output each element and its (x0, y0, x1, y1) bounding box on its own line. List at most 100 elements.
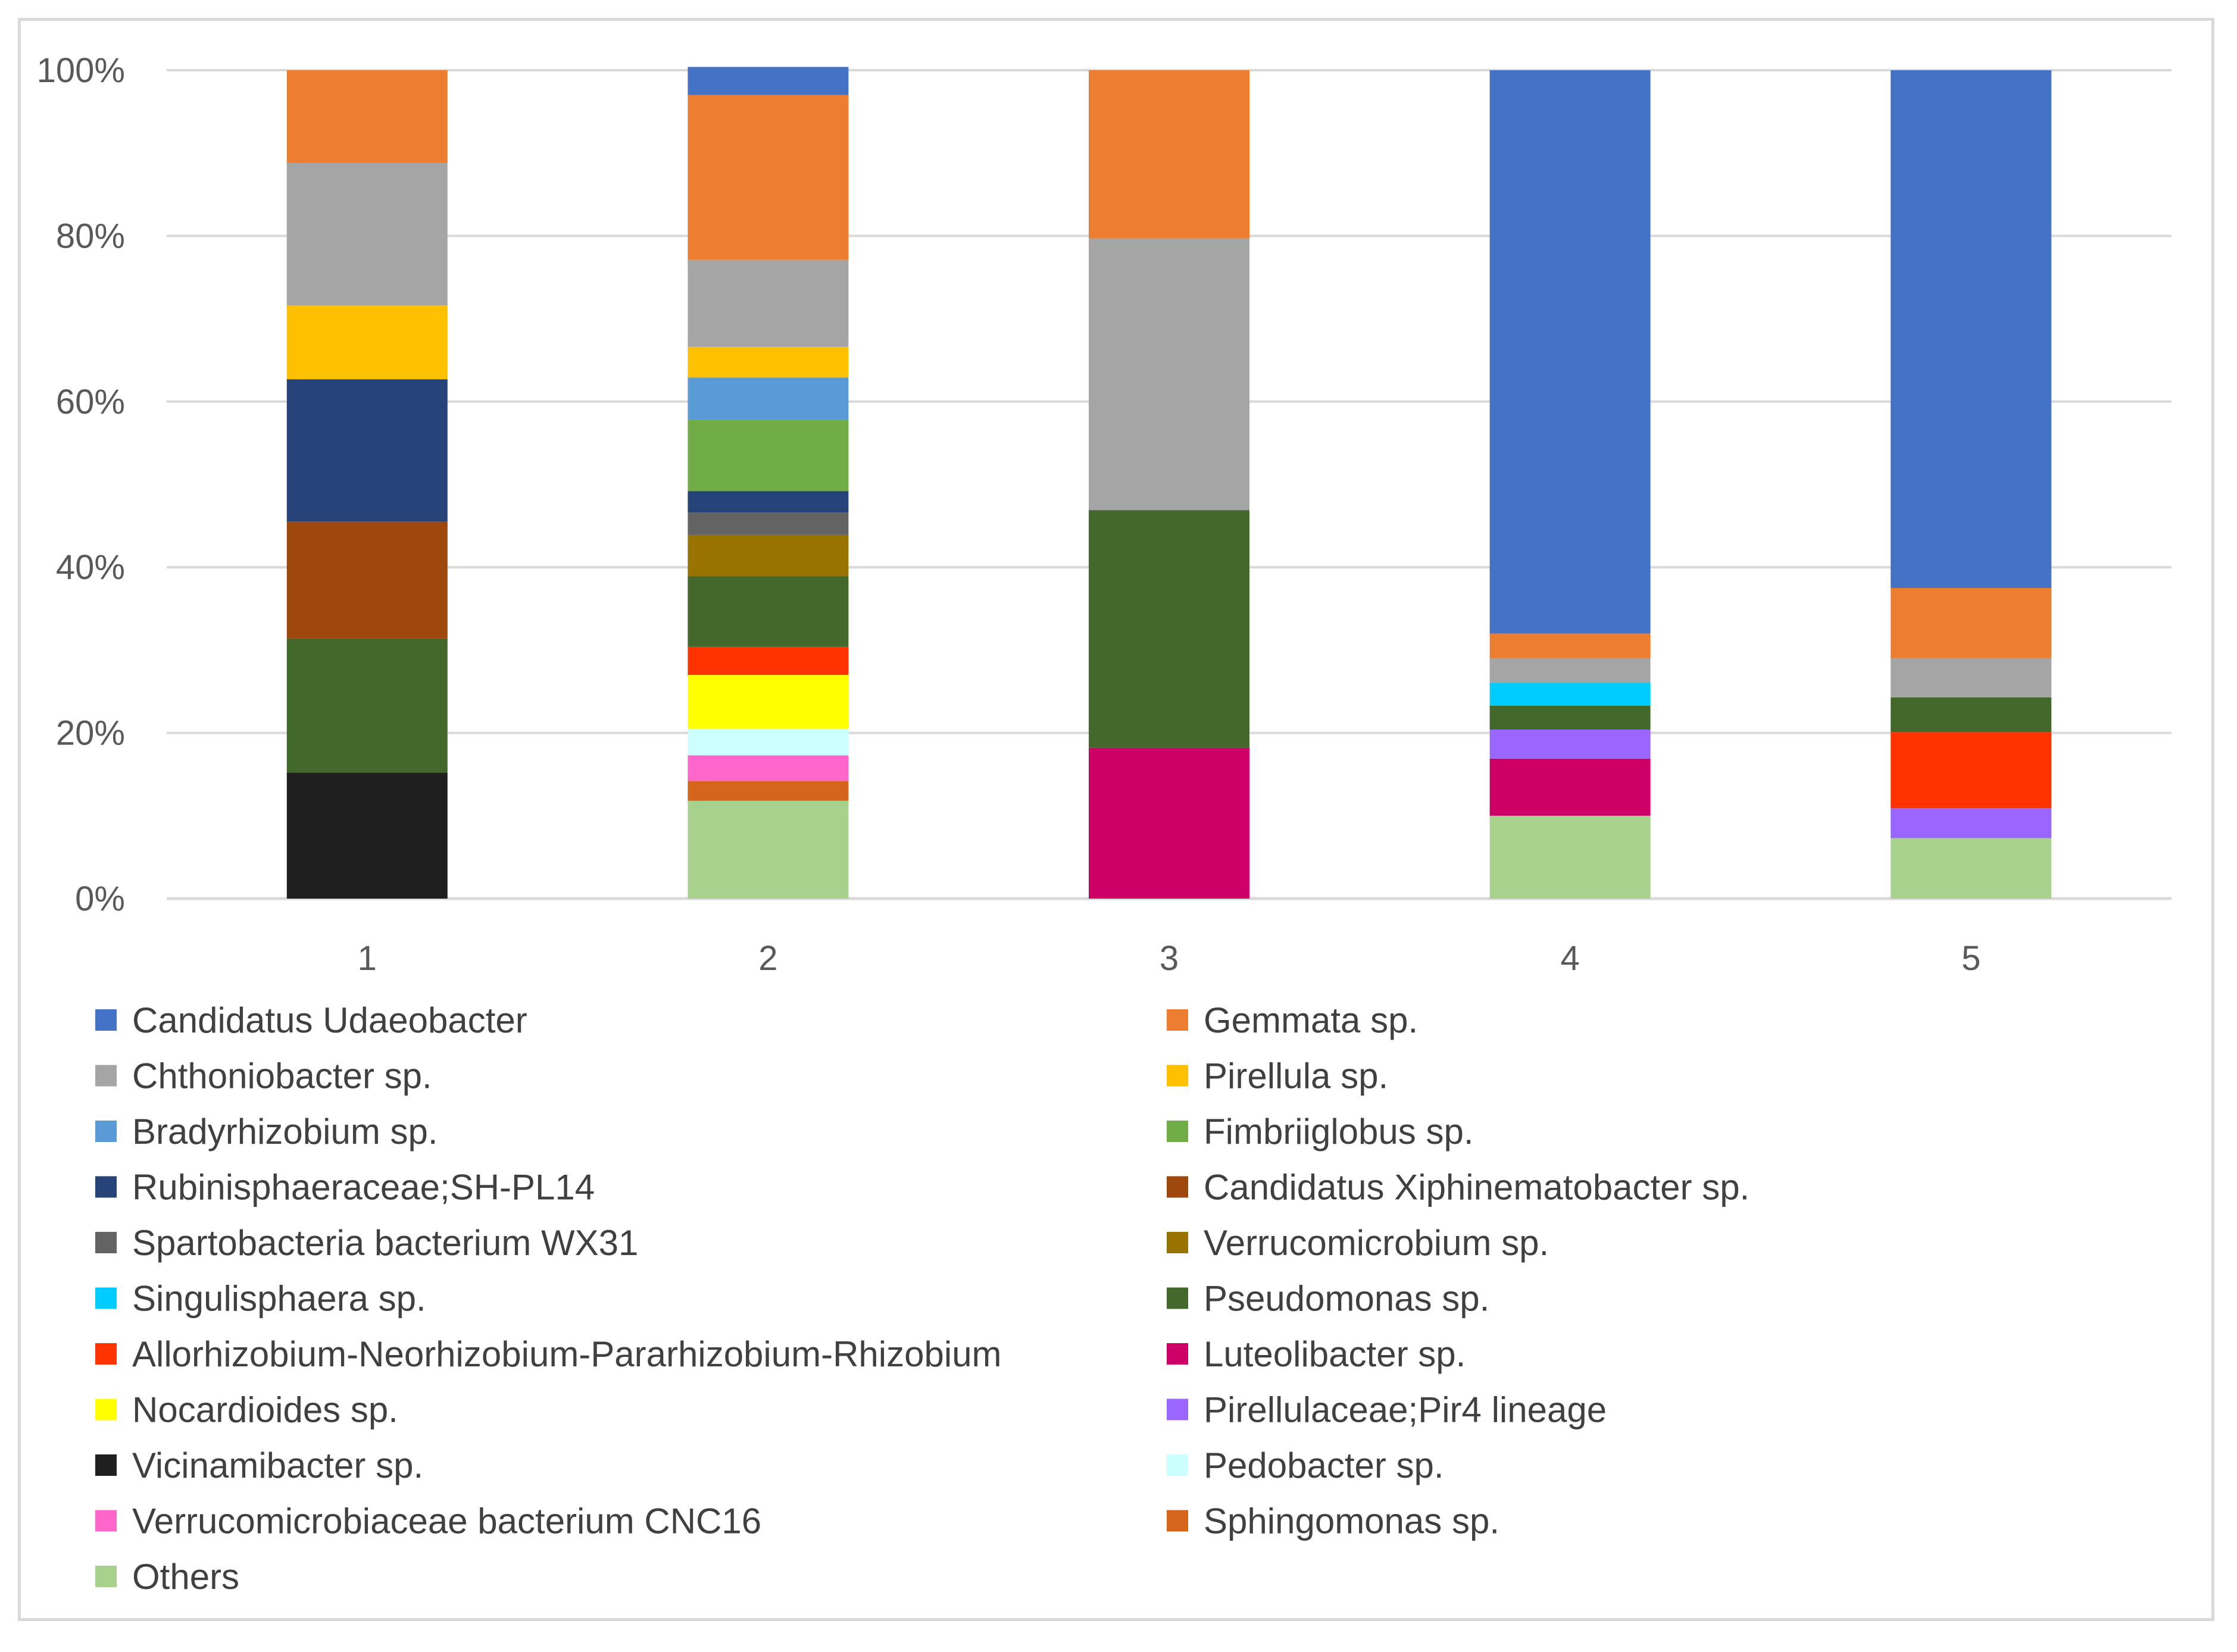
x-tick-label: 3 (1160, 939, 1179, 978)
legend-item: Pirellula sp. (1167, 1056, 1388, 1096)
legend-label: Pseudomonas sp. (1204, 1279, 1489, 1319)
bar-segment: Pirellulaceae;Pir4 lineage: 3.5 (1489, 730, 1651, 759)
bar-segment: Allorhizobium-Neorhizobium-Pararhizobium… (688, 646, 849, 675)
legend-label: Verrucomicrobium sp. (1204, 1223, 1549, 1263)
legend: Candidatus Udaeobacter Gemmata sp. Chthoni… (95, 1000, 1749, 1597)
y-tick-label: 0% (75, 880, 125, 918)
legend-swatch (95, 1287, 117, 1309)
legend-swatch (1167, 1343, 1188, 1365)
bar-segment: Pirellula sp.: 3.7 (688, 346, 849, 378)
legend-item: Gemmata sp. (1167, 1000, 1418, 1040)
bar-segment: Pseudomonas sp.: 2.9 (1489, 705, 1651, 730)
legend-item: Candidatus Udaeobacter (95, 1000, 527, 1040)
legend-label: Candidatus Xiphinematobacter sp. (1204, 1168, 1749, 1207)
legend-label: Rubinisphaeraceae;SH-PL14 (132, 1168, 595, 1207)
legend-item: Spartobacteria bacterium WX31 (95, 1223, 638, 1263)
bar-segment: Pirellula sp.: 8.9 (286, 305, 448, 380)
bar-segment: Candidatus Udaeobacter: 68 (1489, 70, 1651, 634)
legend-item: Luteolibacter sp. (1167, 1334, 1466, 1374)
legend-swatch (95, 1510, 117, 1532)
legend-item: Sphingomonas sp. (1167, 1501, 1499, 1541)
x-tick-label: 5 (1961, 939, 1980, 978)
bar-segment: Pseudomonas sp.: 8.5 (688, 576, 849, 647)
legend-swatch (1167, 1454, 1188, 1476)
bar-segment: Others: 7.3 (1891, 838, 2052, 899)
legend-label: Sphingomonas sp. (1204, 1501, 1499, 1541)
bar-segment: Verrucomicrobiaceae bacterium CNC16: 3.1 (688, 755, 849, 781)
bar-segment: Chthoniobacter sp.: 10.5 (688, 259, 849, 347)
legend-item: Others (95, 1557, 239, 1597)
legend-item: Bradyrhizobium sp. (95, 1112, 438, 1152)
bar-segment: Candidatus Xiphinematobacter sp.: 14.1 (286, 521, 448, 639)
legend-swatch (1167, 1232, 1188, 1253)
bar-segment: Verrucomicrobium sp.: 5 (688, 534, 849, 577)
bar-segment: Gemmata sp.: 3 (1489, 633, 1651, 659)
bar-segment: Fimbriiglobus sp.: 8.6 (688, 420, 849, 492)
bar-stack-2: Others: 11.8Sphingomonas sp.: 2.4Verruco… (688, 67, 849, 899)
bar-segment: Spartobacteria bacterium WX31: 2.7 (688, 512, 849, 535)
bar-segment: Candidatus Udaeobacter: 62.5 (1891, 70, 2052, 588)
bar-segment: Pedobacter sp.: 3.2 (688, 728, 849, 756)
bar-segment: Candidatus Udaeobacter: 3.4 (688, 67, 849, 95)
legend-swatch (1167, 1065, 1188, 1087)
legend-label: Luteolibacter sp. (1204, 1334, 1466, 1374)
legend-item: Nocardioides sp. (95, 1390, 398, 1430)
legend-label: Others (132, 1557, 239, 1597)
bar-stack-4: Others: 10Luteolibacter sp.: 6.9Pirellul… (1489, 70, 1651, 899)
legend-item: Pirellulaceae;Pir4 lineage (1167, 1390, 1607, 1430)
legend-swatch (1167, 1510, 1188, 1532)
legend-item: Chthoniobacter sp. (95, 1056, 432, 1096)
legend-swatch (95, 1454, 117, 1476)
legend-label: Allorhizobium-Neorhizobium-Pararhizobium… (132, 1334, 1002, 1374)
bar-segment: Luteolibacter sp.: 18.2 (1089, 747, 1249, 899)
legend-item: Singulisphaera sp. (95, 1279, 426, 1319)
bar-segment: Vicinamibacter sp.: 15.2 (286, 772, 448, 899)
legend-swatch (1167, 1287, 1188, 1309)
legend-label: Verrucomicrobiaceae bacterium CNC16 (132, 1501, 761, 1541)
y-tick-label: 40% (56, 548, 125, 587)
legend-item: Allorhizobium-Neorhizobium-Pararhizobium… (95, 1334, 1002, 1374)
legend-swatch (95, 1009, 117, 1031)
bar-segment: Allorhizobium-Neorhizobium-Pararhizobium… (1891, 732, 2052, 809)
x-tick-label: 2 (758, 939, 777, 978)
gridlines (167, 69, 2172, 900)
bar-stack-3: Luteolibacter sp.: 18.2Pseudomonas sp.: … (1089, 70, 1249, 899)
legend-swatch (1167, 1121, 1188, 1142)
legend-label: Fimbriiglobus sp. (1204, 1112, 1474, 1152)
legend-item: Verrucomicrobium sp. (1167, 1223, 1549, 1263)
legend-swatch (95, 1176, 117, 1198)
y-axis-tick-labels: 0% 20% 40% 60% 80% 100% (37, 51, 125, 918)
legend-label: Candidatus Udaeobacter (132, 1000, 527, 1040)
bar-stack-5: Others: 7.3Pirellulaceae;Pir4 lineage: 3… (1891, 70, 2052, 899)
bar-segment: Gemmata sp.: 8.5 (1891, 588, 2052, 659)
legend-item: Verrucomicrobiaceae bacterium CNC16 (95, 1501, 761, 1541)
x-tick-label: 1 (358, 939, 377, 978)
legend-swatch (1167, 1398, 1188, 1421)
legend-swatch (95, 1121, 117, 1142)
y-tick-label: 20% (56, 714, 125, 753)
bar-segment: Bradyrhizobium sp.: 5.1 (688, 377, 849, 420)
legend-swatch (95, 1232, 117, 1253)
bar-segment: Pseudomonas sp.: 28.7 (1089, 510, 1249, 748)
legend-label: Vicinamibacter sp. (132, 1446, 423, 1485)
bar-segment: Sphingomonas sp.: 2.4 (688, 781, 849, 801)
legend-swatch (95, 1566, 117, 1587)
x-tick-label: 4 (1560, 939, 1579, 978)
legend-label: Pedobacter sp. (1204, 1446, 1444, 1485)
legend-item: Vicinamibacter sp. (95, 1446, 423, 1485)
legend-label: Pirellulaceae;Pir4 lineage (1204, 1390, 1607, 1430)
bar-segment: Nocardioides sp.: 6.5 (688, 675, 849, 729)
y-tick-label: 60% (56, 383, 125, 421)
bar-segment: Chthoniobacter sp.: 17.2 (286, 162, 448, 306)
bar-segment: Rubinisphaeraceae;SH-PL14: 2.6 (688, 491, 849, 513)
bar-segment: Others: 10 (1489, 815, 1651, 899)
bar-segment: Gemmata sp.: 19.9 (688, 95, 849, 260)
legend-swatch (95, 1398, 117, 1421)
y-tick-label: 100% (37, 51, 125, 90)
legend-swatch (1167, 1009, 1188, 1031)
legend-item: Rubinisphaeraceae;SH-PL14 (95, 1168, 595, 1207)
bar-segment: Chthoniobacter sp.: 4.7 (1891, 658, 2052, 697)
bar-segment: Singulisphaera sp.: 2.8 (1489, 682, 1651, 706)
chart-frame (18, 18, 2214, 1621)
